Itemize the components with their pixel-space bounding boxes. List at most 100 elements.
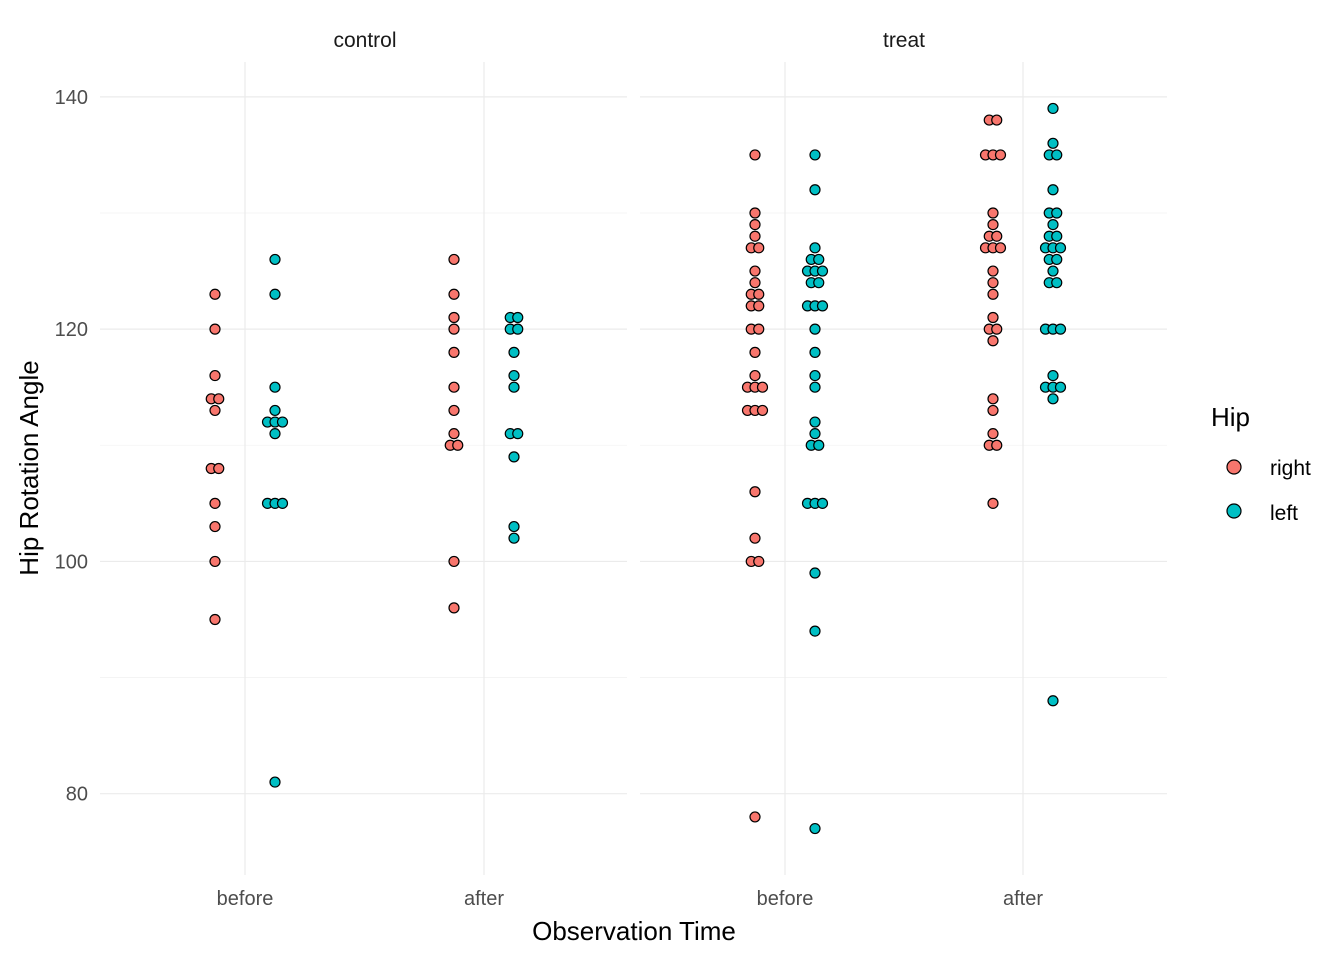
data-point-right [209, 288, 221, 300]
data-point-left [276, 497, 289, 509]
data-point-left [1047, 393, 1059, 405]
data-point-left [1054, 381, 1067, 393]
control-gridlines [100, 62, 627, 875]
data-point-right [753, 242, 765, 254]
treat-x-ticks: before after [757, 888, 1044, 910]
data-point-right [209, 323, 221, 335]
data-point-right [448, 346, 460, 358]
data-point-right [749, 532, 761, 544]
legend-label-right: right [1270, 457, 1311, 480]
data-point-left [508, 346, 520, 358]
data-point-left [809, 242, 821, 254]
panel-treat: treat before after [640, 29, 1167, 910]
data-point-left [276, 416, 289, 428]
x-tick-label: after [464, 888, 504, 910]
data-point-left [1047, 369, 1059, 382]
data-point-right [448, 404, 460, 417]
data-point-right [987, 288, 999, 300]
data-point-left [269, 428, 281, 440]
data-point-right [209, 555, 221, 568]
data-point-right [991, 439, 1003, 451]
data-point-left [1054, 323, 1067, 335]
data-point-left [809, 346, 821, 358]
data-point-left [1047, 219, 1059, 231]
legend-label-left: left [1270, 502, 1298, 525]
control-points [205, 253, 524, 788]
data-point-right [213, 393, 225, 405]
data-point-right [987, 428, 999, 440]
y-tick-label: 140 [55, 87, 88, 109]
legend-title: Hip [1211, 402, 1250, 432]
data-point-right [749, 230, 761, 242]
data-point-right [448, 602, 460, 614]
data-point-right [753, 555, 765, 568]
data-point-right [991, 323, 1003, 335]
data-point-right [749, 369, 761, 382]
data-point-right [987, 277, 999, 289]
data-point-right [987, 393, 999, 405]
strip-label-treat: treat [883, 29, 925, 52]
data-point-left [508, 520, 520, 533]
data-point-left [809, 369, 821, 382]
data-point-left [1047, 695, 1059, 707]
y-tick-label: 120 [55, 319, 88, 341]
data-point-right [448, 381, 460, 393]
data-point-left [809, 428, 821, 440]
data-point-left [1047, 137, 1059, 149]
data-point-left [269, 381, 281, 393]
data-point-right [448, 311, 460, 324]
control-x-ticks: before after [217, 888, 505, 910]
data-point-right [987, 207, 999, 219]
data-point-left [508, 532, 520, 544]
legend-key-left [1226, 503, 1242, 519]
data-point-left [813, 277, 825, 289]
data-point-left [813, 439, 825, 451]
legend: Hip right left [1211, 402, 1311, 525]
data-point-left [813, 253, 825, 266]
y-axis-title: Hip Rotation Angle [14, 360, 44, 575]
data-point-left [809, 567, 821, 579]
data-point-right [756, 381, 769, 393]
data-point-left [512, 428, 524, 440]
data-point-left [809, 323, 821, 335]
data-point-right [987, 265, 999, 277]
data-point-right [448, 323, 460, 335]
data-point-right [452, 439, 464, 451]
data-point-right [987, 335, 999, 347]
data-point-left [1047, 102, 1059, 115]
data-point-left [816, 265, 829, 277]
data-point-left [809, 381, 821, 393]
treat-points [741, 102, 1067, 835]
data-point-right [994, 242, 1007, 254]
data-point-left [1051, 277, 1063, 289]
x-tick-label: after [1003, 888, 1043, 910]
data-point-right [749, 486, 761, 498]
data-point-right [448, 428, 460, 440]
data-point-right [213, 462, 225, 475]
data-point-left [269, 776, 281, 788]
data-point-right [209, 613, 221, 626]
treat-gridlines [640, 62, 1167, 875]
data-point-left [508, 451, 520, 463]
data-point-left [816, 300, 829, 312]
data-point-right [987, 497, 999, 509]
legend-key-right [1226, 459, 1242, 475]
data-point-left [269, 253, 281, 266]
data-point-right [753, 288, 765, 300]
data-point-right [991, 230, 1003, 242]
data-point-left [809, 625, 821, 637]
data-point-right [994, 149, 1007, 161]
x-tick-label: before [757, 888, 814, 910]
data-point-right [987, 311, 999, 324]
data-point-left [1047, 184, 1059, 196]
data-point-right [749, 149, 761, 161]
data-point-right [749, 265, 761, 277]
data-point-right [749, 346, 761, 358]
data-point-right [991, 114, 1003, 126]
data-point-left [816, 497, 829, 509]
x-axis-title: Observation Time [532, 916, 736, 946]
data-point-left [269, 288, 281, 300]
data-point-left [508, 369, 520, 382]
x-tick-label: before [217, 888, 274, 910]
